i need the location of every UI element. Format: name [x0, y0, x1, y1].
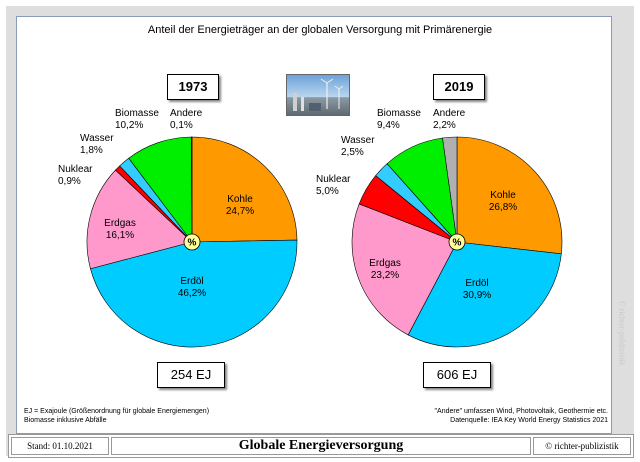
label-name-1973-biomasse: Biomasse: [115, 108, 159, 119]
copyright: © richter-publizistik: [533, 437, 631, 455]
label-value-2019-wasser: 2,5%: [341, 147, 364, 158]
label-name-2019-kohle: Kohle: [490, 190, 516, 201]
label-name-1973-nuklear: Nuklear: [58, 164, 93, 175]
note-left: EJ = Exajoule (Größenordnung für globale…: [24, 407, 209, 425]
label-name-2019-nuklear: Nuklear: [316, 174, 351, 185]
label-name-2019-biomasse: Biomasse: [377, 108, 421, 119]
label-value-2019-erdoel: 30,9%: [463, 290, 491, 301]
label-value-2019-erdgas: 23,2%: [371, 270, 399, 281]
center-marker-2019: [448, 233, 466, 251]
slice-1973-kohle: [191, 136, 298, 243]
label-value-1973-erdoel: 46,2%: [178, 288, 206, 299]
slice-2019-erdoel: [407, 241, 562, 348]
energy-photo: [286, 74, 350, 116]
label-name-1973-erdoel: Erdöl: [180, 276, 203, 287]
total-1973-label: 254 EJ: [157, 362, 225, 388]
note-right: "Andere" umfassen Wind, Photovoltaik, Ge…: [435, 407, 608, 425]
label-name-1973-kohle: Kohle: [227, 194, 253, 205]
stand-date: Stand: 01.10.2021: [11, 437, 109, 455]
slice-2019-kohle: [456, 136, 563, 255]
slice-1973-erdoel: [90, 239, 298, 348]
slice-1973-erdgas: [86, 169, 193, 270]
note-biomasse: Biomasse inklusive Abfälle: [24, 417, 107, 424]
label-name-2019-andere: Andere: [433, 108, 466, 119]
label-value-2019-nuklear: 5,0%: [316, 186, 339, 197]
slice-1973-andere: [191, 136, 193, 243]
watermark-text: © richter-publizistik: [617, 300, 627, 366]
label-name-2019-erdoel: Erdöl: [465, 278, 488, 289]
label-name-2019-erdgas: Erdgas: [369, 258, 401, 269]
total-2019-label: 606 EJ: [423, 362, 491, 388]
note-datenquelle: Datenquelle: IEA Key World Energy Statis…: [450, 417, 608, 424]
watermark: © richter-publizistik: [612, 300, 632, 430]
center-label-1973: %: [188, 238, 197, 249]
footer-bar: Stand: 01.10.2021 Globale Energieversorg…: [8, 434, 634, 458]
center-marker-1973: [183, 233, 201, 251]
label-value-2019-andere: 2,2%: [433, 120, 456, 131]
chart-title: Anteil der Energieträger an der globalen…: [147, 24, 493, 36]
slice-2019-erdgas: [351, 203, 458, 336]
label-value-1973-nuklear: 0,9%: [58, 176, 81, 187]
label-value-2019-biomasse: 9,4%: [377, 120, 400, 131]
note-exajoule: EJ = Exajoule (Größenordnung für globale…: [24, 408, 210, 415]
label-value-1973-biomasse: 10,2%: [115, 120, 143, 131]
label-name-1973-andere: Andere: [170, 108, 203, 119]
slice-2019-andere: [442, 136, 458, 243]
label-value-2019-kohle: 26,8%: [489, 202, 517, 213]
label-value-1973-erdgas: 16,1%: [106, 230, 134, 241]
center-label-2019: %: [453, 238, 462, 249]
label-name-1973-erdgas: Erdgas: [104, 218, 136, 229]
note-andere: "Andere" umfassen Wind, Photovoltaik, Ge…: [434, 408, 608, 415]
label-value-1973-andere: 0,1%: [170, 120, 193, 131]
label-name-1973-wasser: Wasser: [80, 133, 114, 144]
label-name-2019-wasser: Wasser: [341, 135, 375, 146]
year-1973-label: 1973: [167, 74, 219, 100]
year-2019-label: 2019: [433, 74, 485, 100]
label-value-1973-wasser: 1,8%: [80, 145, 103, 156]
footer-title: Globale Energieversorgung: [111, 437, 531, 455]
label-value-1973-kohle: 24,7%: [226, 206, 254, 217]
